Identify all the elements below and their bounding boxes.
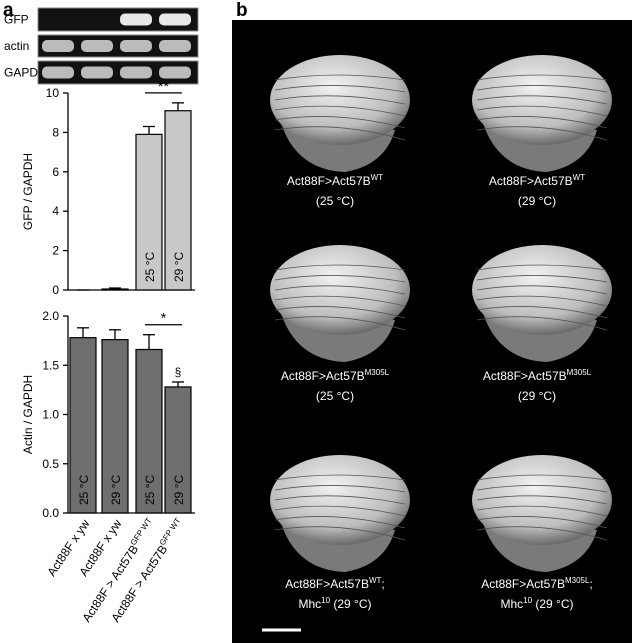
blot-band xyxy=(159,13,191,26)
blot-label: GAPDH xyxy=(4,66,47,80)
panel-label: b xyxy=(236,0,248,21)
category-superscript: GFP WT xyxy=(129,516,154,547)
y-tick-label: 2 xyxy=(52,244,59,258)
caption-superscript: 10 xyxy=(321,596,330,605)
error-bar xyxy=(109,329,121,340)
bar-label: 29 °C xyxy=(172,252,186,282)
photo-caption: Mhc10 (29 °C) xyxy=(500,596,573,611)
bar-label: 29 °C xyxy=(109,475,123,505)
significance-label: ** xyxy=(158,78,169,94)
bar-label: 25 °C xyxy=(77,475,91,505)
error-bar xyxy=(109,287,121,290)
y-axis-label: GFP / GAPDH xyxy=(21,153,35,230)
photo xyxy=(270,245,410,362)
y-tick-label: 4 xyxy=(52,204,59,218)
caption-text: (29 °C) xyxy=(518,194,556,208)
blot-strip xyxy=(37,34,199,58)
caption-superscript: WT xyxy=(369,576,382,585)
blot-band xyxy=(120,40,152,52)
blot-band xyxy=(81,40,113,52)
blot-label: actin xyxy=(4,39,29,53)
error-bar xyxy=(143,125,155,135)
bar-label: 25 °C xyxy=(143,252,157,282)
error-bar xyxy=(172,381,184,387)
caption-superscript: WT xyxy=(573,173,586,182)
y-tick-label: 1.0 xyxy=(42,408,59,422)
error-bar xyxy=(172,102,184,111)
marker-label: § xyxy=(175,365,182,379)
y-axis-label: Actin / GAPDH xyxy=(21,375,35,454)
y-tick-label: 0 xyxy=(52,283,59,297)
photo-caption: Act88F>Act57BWT xyxy=(489,173,585,188)
photo-caption: (29 °C) xyxy=(518,194,556,208)
bar xyxy=(101,339,129,514)
photo xyxy=(472,455,612,572)
category-superscript: GFP WT xyxy=(158,516,183,547)
photo-caption: (29 °C) xyxy=(518,389,556,403)
y-tick-label: 0.5 xyxy=(42,457,59,471)
bar xyxy=(164,386,192,514)
y-tick-label: 8 xyxy=(52,125,59,139)
panel-label: a xyxy=(3,0,14,21)
caption-text: Mhc xyxy=(298,597,321,611)
blot-band xyxy=(159,40,191,52)
bar xyxy=(135,348,163,514)
caption-text: (25 °C) xyxy=(316,389,354,403)
y-tick-label: 6 xyxy=(52,165,59,179)
caption-text: Mhc xyxy=(500,597,523,611)
blot-strip xyxy=(37,7,199,32)
bar-label: 25 °C xyxy=(143,475,157,505)
caption-superscript: M305L xyxy=(565,576,590,585)
photo xyxy=(472,55,612,172)
blot-strip xyxy=(37,60,199,85)
caption-superscript: 10 xyxy=(523,596,532,605)
caption-text: Act88F>Act57B xyxy=(489,174,573,188)
blot-band xyxy=(81,66,113,79)
caption-superscript: WT xyxy=(371,173,384,182)
photo xyxy=(270,455,410,572)
y-tick-label: 2.0 xyxy=(42,309,59,323)
photo-caption: Act88F>Act57BM305L xyxy=(281,368,390,383)
photo-caption: Act88F>Act57BWT; xyxy=(285,576,385,591)
blot-band xyxy=(120,13,152,26)
caption-text: ; xyxy=(589,577,592,591)
photo-caption: (25 °C) xyxy=(316,194,354,208)
caption-text: (29 °C) xyxy=(330,597,371,611)
caption-text: (29 °C) xyxy=(518,389,556,403)
bar xyxy=(135,133,163,291)
photo-caption: Act88F>Act57BWT xyxy=(287,173,383,188)
photo-caption: Act88F>Act57BM305L xyxy=(483,368,592,383)
blot-band xyxy=(42,40,74,52)
caption-text: (29 °C) xyxy=(532,597,573,611)
caption-text: ; xyxy=(381,577,384,591)
y-tick-label: 10 xyxy=(46,86,60,100)
y-tick-label: 1.5 xyxy=(42,358,59,372)
blot-band xyxy=(120,66,152,79)
y-tick-label: 0.0 xyxy=(42,506,59,520)
photo xyxy=(472,245,612,362)
caption-superscript: M305L xyxy=(567,368,592,377)
caption-text: Act88F>Act57B xyxy=(281,369,365,383)
caption-text: Act88F>Act57B xyxy=(481,577,565,591)
caption-text: Act88F>Act57B xyxy=(483,369,567,383)
significance-label: * xyxy=(161,310,167,326)
bar xyxy=(69,337,97,514)
photo-caption: Mhc10 (29 °C) xyxy=(298,596,371,611)
blot-band xyxy=(159,66,191,79)
photo-caption: (25 °C) xyxy=(316,389,354,403)
error-bar xyxy=(143,334,155,350)
bar xyxy=(101,288,129,291)
caption-superscript: M305L xyxy=(365,368,390,377)
bar-label: 29 °C xyxy=(172,475,186,505)
blot-label: GFP xyxy=(4,13,29,27)
caption-text: Act88F>Act57B xyxy=(285,577,369,591)
error-bar xyxy=(77,327,89,338)
caption-text: Act88F>Act57B xyxy=(287,174,371,188)
caption-text: (25 °C) xyxy=(316,194,354,208)
photo xyxy=(270,55,410,172)
blot-band xyxy=(42,66,74,79)
photo-caption: Act88F>Act57BM305L; xyxy=(481,576,593,591)
